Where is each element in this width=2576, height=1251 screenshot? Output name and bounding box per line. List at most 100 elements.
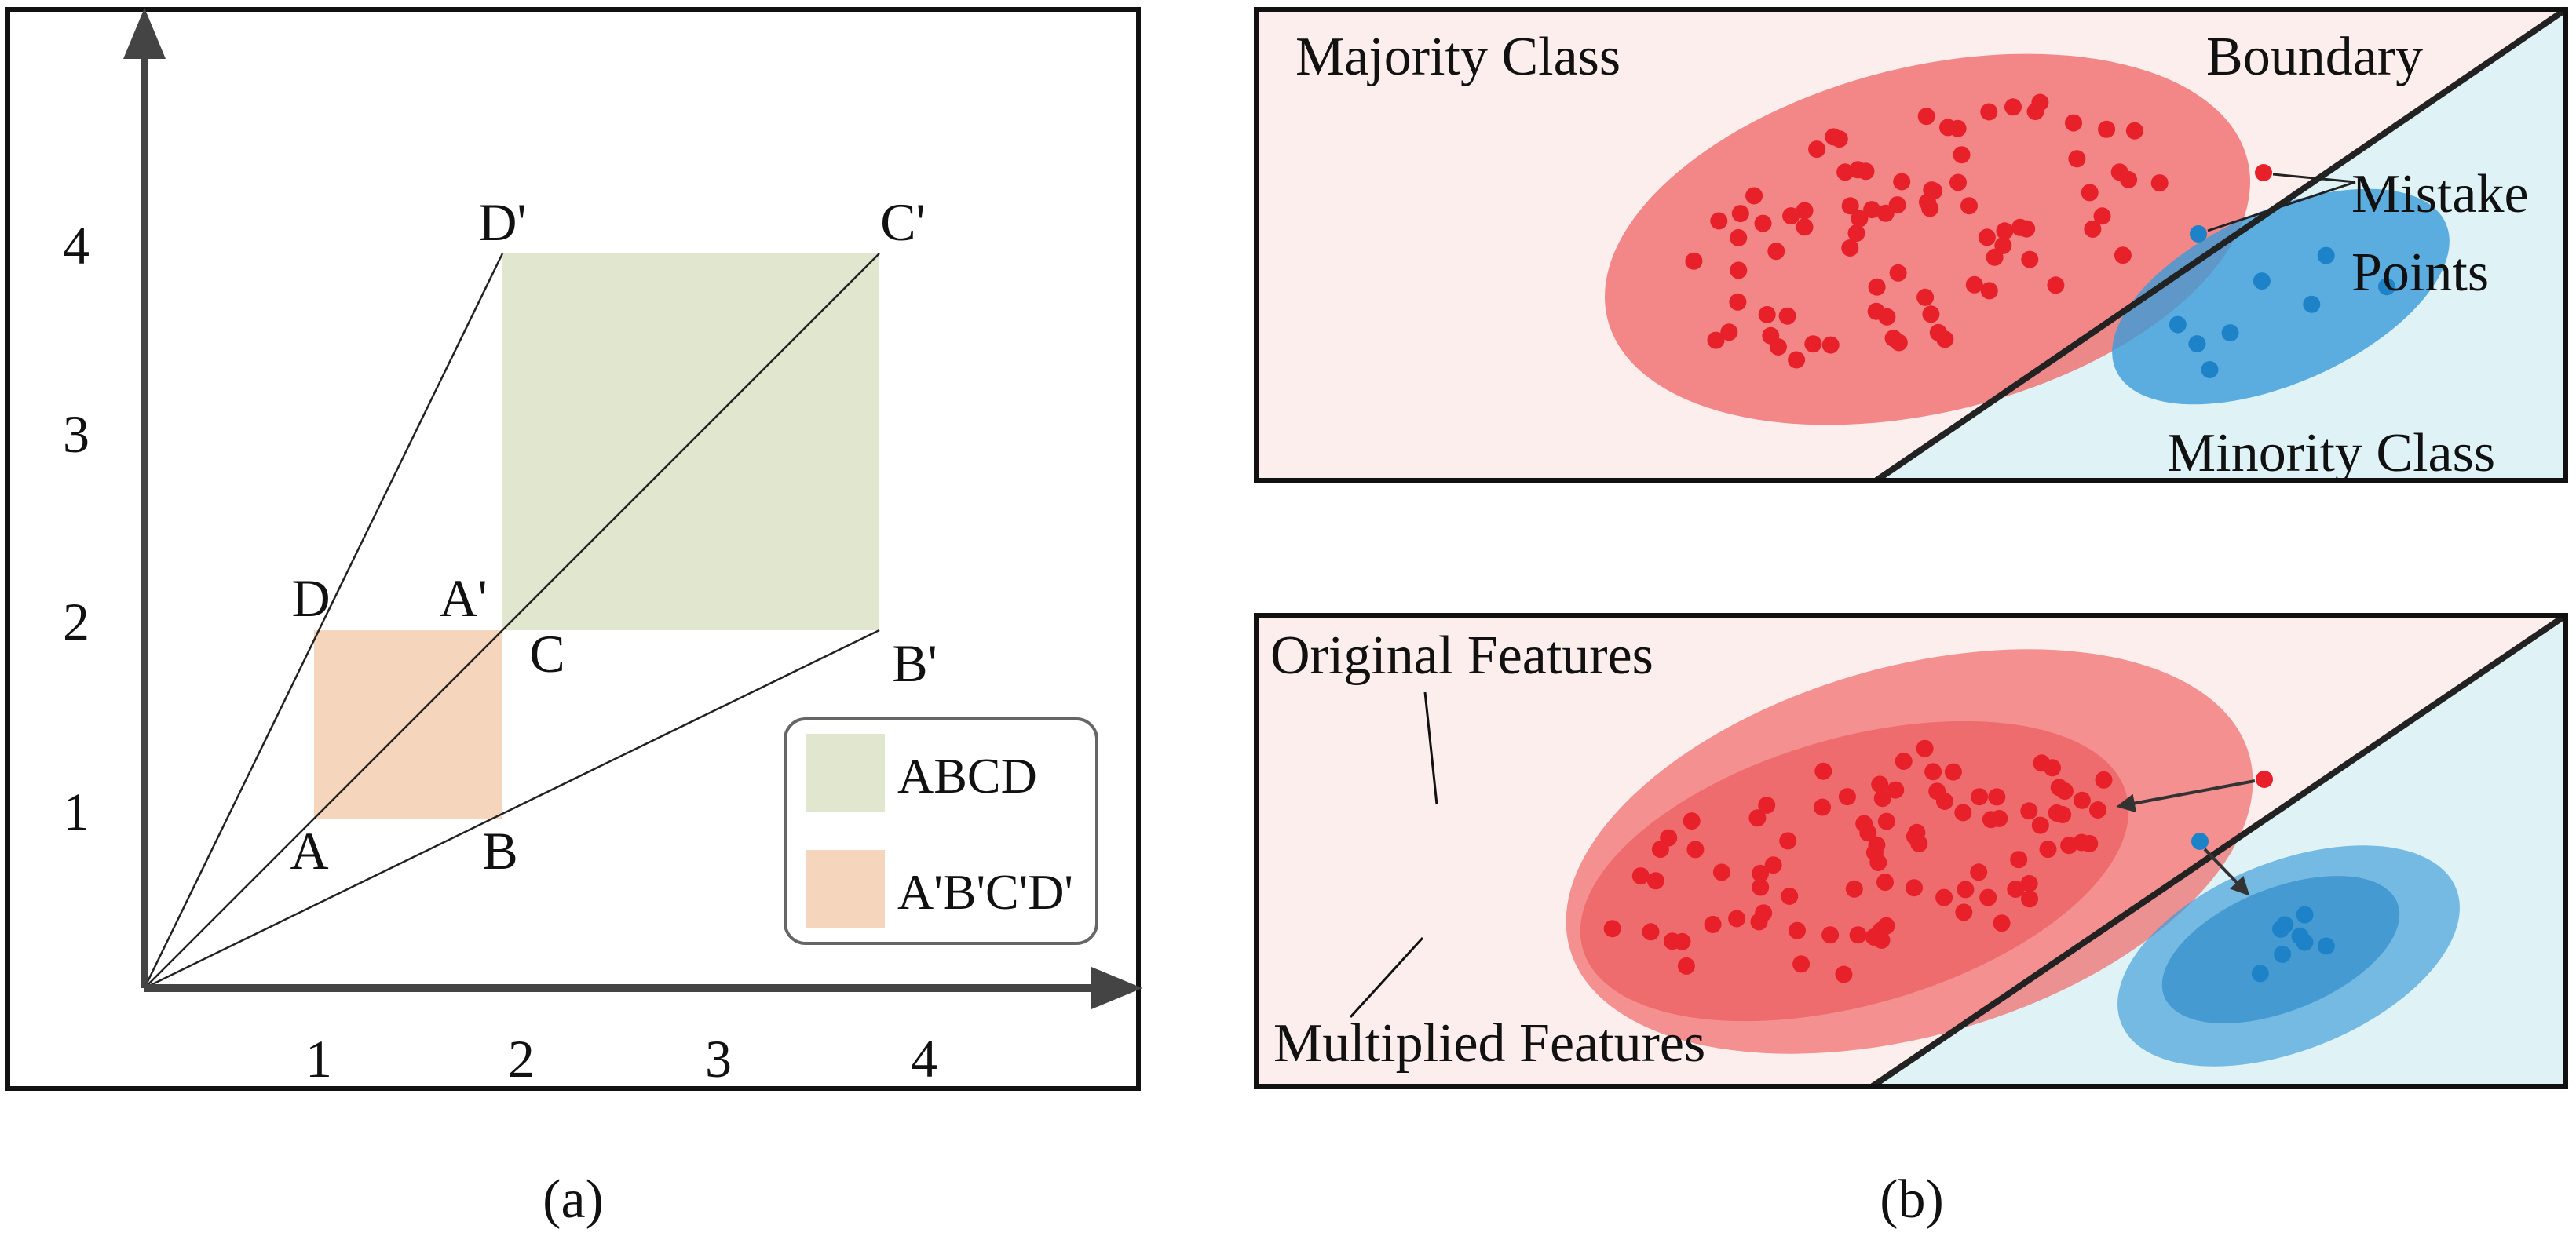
majority-point (1949, 119, 1967, 137)
minority-point (2296, 906, 2314, 924)
point-label-a-prime: A' (439, 568, 487, 628)
majority-point (1928, 782, 1946, 801)
minority-point (2291, 927, 2309, 945)
legend-label-abcd-prime: A'B'C'D' (897, 864, 1073, 920)
panel-b-top: Majority Class Boundary Mistake Points M… (1254, 6, 2568, 483)
majority-class-label: Majority Class (1295, 27, 1621, 87)
majority-point (1868, 278, 1886, 296)
majority-point (2068, 150, 2086, 168)
majority-point (1895, 753, 1913, 770)
majority-point (2081, 834, 2099, 852)
decision-boundary-bottom (1870, 612, 2568, 1089)
majority-point (1980, 103, 1998, 121)
minority-point (2253, 272, 2271, 290)
majority-point (1877, 812, 1895, 830)
majority-point (1710, 212, 1728, 230)
majority-point (1845, 880, 1863, 898)
majority-point (1980, 282, 1998, 300)
majority-point (1978, 228, 1996, 246)
majority-point (1779, 832, 1797, 850)
majority-point (1752, 878, 1770, 896)
majority-point (1796, 218, 1814, 236)
multiplied-features-leader (1349, 936, 1424, 1019)
legend-label-abcd: ABCD (897, 748, 1037, 804)
majority-point (1707, 331, 1725, 349)
original-features-label: Original Features (1270, 626, 1653, 686)
majority-point (2081, 184, 2099, 202)
majority-point (1781, 888, 1799, 905)
x-tick-3: 3 (705, 1029, 732, 1089)
majority-point (1890, 334, 1908, 352)
majority-point (2093, 207, 2111, 225)
majority-point (1814, 762, 1832, 780)
minority-points (2169, 246, 2395, 378)
majority-point (1673, 932, 1691, 950)
majority-point (1960, 197, 1978, 215)
majority-point (1916, 288, 1935, 306)
majority-point (2095, 771, 2113, 789)
y-axis-arrow-icon (123, 8, 166, 59)
legend-swatch-abcd-prime (806, 850, 885, 928)
majority-point (1923, 181, 1941, 199)
x-tick-4: 4 (911, 1029, 937, 1089)
majority-point (1603, 920, 1621, 938)
minority-point (2303, 295, 2321, 313)
majority-point (1792, 955, 1811, 973)
majority-point (1916, 739, 1934, 757)
majority-point (1970, 863, 1988, 881)
majority-point (1821, 336, 1840, 354)
point-label-d: D (291, 568, 330, 628)
decision-boundary (1874, 6, 2568, 483)
majority-point (1893, 173, 1911, 191)
majority-point (1921, 199, 1939, 217)
minority-point (2317, 937, 2335, 955)
majority-point (1683, 812, 1701, 830)
majority-point (1728, 910, 1746, 928)
majority-point (1906, 827, 1924, 845)
mistake-point-red (2255, 164, 2272, 181)
majority-point (1825, 128, 1843, 146)
mistake-leader-red (2272, 173, 2356, 184)
x-tick-1: 1 (305, 1029, 332, 1089)
caption-b: (b) (1880, 1169, 1944, 1230)
majority-point (2110, 163, 2128, 181)
majority-point (1955, 903, 1973, 921)
majority-point (1754, 214, 1772, 232)
majority-point (1841, 239, 1859, 257)
majority-point (1889, 264, 1907, 282)
majority-point (2098, 120, 2116, 138)
y-tick-4: 4 (63, 216, 90, 275)
majority-point (1745, 187, 1763, 205)
ray-to-d-prime (143, 253, 504, 989)
multiplied-features-label: Multiplied Features (1273, 1013, 1705, 1074)
mistake-point-blue (2190, 225, 2207, 243)
majority-point (1646, 872, 1664, 890)
majority-point (1935, 888, 1953, 906)
majority-point (2044, 759, 2061, 777)
majority-point (2073, 791, 2091, 809)
majority-point (2114, 246, 2132, 264)
shift-arrow-red (2116, 779, 2256, 813)
majority-point (2055, 782, 2074, 801)
majority-point (1758, 305, 1776, 323)
minority-points-bottom (2251, 906, 2335, 983)
majority-point (1730, 261, 1748, 279)
majority-point (2031, 816, 2049, 834)
minority-point (2169, 315, 2187, 334)
mistake-points-label-line2: Points (2351, 243, 2489, 303)
axes (141, 47, 1103, 992)
point-label-d-prime: D' (478, 192, 526, 252)
majority-point (1944, 763, 1962, 781)
majority-point (1752, 864, 1770, 882)
majority-point (1994, 236, 2012, 254)
minority-point (2317, 246, 2335, 264)
majority-point (2026, 103, 2044, 121)
majority-point (2011, 218, 2029, 236)
majority-point (1841, 197, 1859, 215)
majority-point (1855, 815, 1873, 833)
majority-point (1917, 108, 1935, 126)
minority-point (2272, 920, 2289, 938)
y-tick-1: 1 (63, 782, 90, 841)
majority-point (1796, 202, 1814, 220)
majority-point (1957, 881, 1975, 899)
